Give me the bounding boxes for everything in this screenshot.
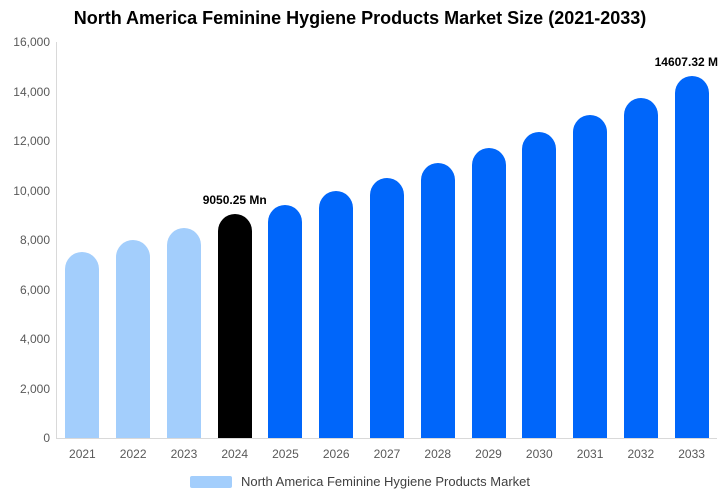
y-tick-4000: 4,000: [19, 332, 50, 346]
bar-2027[interactable]: [369, 178, 404, 438]
chart-title: North America Feminine Hygiene Products …: [73, 8, 647, 28]
bar-2028[interactable]: [420, 163, 455, 438]
bar-2026[interactable]: [319, 191, 354, 438]
y-tick-0: 0: [43, 431, 50, 445]
x-axis-labels: 2021 2022 2023 2024 2025 2026 2027 2028 2029 2030…: [57, 447, 717, 461]
y-axis-line: [56, 42, 57, 438]
plot-area: [57, 42, 717, 438]
bar-slot-2032: [615, 42, 666, 438]
bar-slot-2025: [260, 42, 311, 438]
y-tick-16000: 16,000: [13, 35, 50, 49]
bar-slot-2033: [666, 42, 717, 438]
bar-slot-2031: [565, 42, 616, 438]
y-tick-14000: 14,000: [13, 84, 50, 99]
y-tick-10000: 10,000: [13, 183, 50, 198]
bar-slot-2029: [463, 42, 514, 438]
x-label-2026: 2026: [322, 447, 350, 461]
x-label-2025: 2025: [272, 447, 299, 461]
y-tick-6000: 6,000: [19, 282, 50, 297]
bar-2022[interactable]: [116, 240, 151, 438]
y-tick-2000: 2,000: [19, 381, 50, 396]
bar-2023[interactable]: [166, 228, 201, 438]
x-label-2031: 2031: [576, 447, 604, 461]
x-label-2021: 2021: [69, 447, 96, 461]
bar-2032[interactable]: [623, 97, 658, 438]
x-label-2023: 2023: [170, 447, 198, 461]
data-label-2033: 14607.32 M: [654, 55, 718, 70]
x-label-2028: 2028: [424, 447, 452, 461]
legend[interactable]: North America Feminine Hygiene Products …: [0, 474, 720, 489]
bar-slot-2023: [159, 42, 210, 438]
bar-2025[interactable]: [268, 204, 303, 438]
legend-label: North America Feminine Hygiene Products …: [240, 474, 530, 489]
bar-2033[interactable]: [674, 76, 709, 438]
legend-swatch-icon: [189, 475, 232, 488]
bar-slot-2024: [209, 42, 260, 438]
x-axis-line: [56, 438, 717, 439]
data-label-2024: 9050.25 Mn: [202, 193, 267, 207]
x-label-2027: 2027: [373, 447, 401, 461]
bar-2030[interactable]: [522, 132, 557, 438]
bar-slot-2028: [412, 42, 463, 438]
bar-2024[interactable]: [217, 214, 252, 438]
bar-slot-2026: [311, 42, 362, 438]
x-label-2030: 2030: [525, 447, 553, 461]
x-label-2033: 2033: [678, 447, 705, 461]
x-label-2032: 2032: [627, 447, 655, 461]
bar-slot-2027: [362, 42, 413, 438]
x-label-2029: 2029: [475, 447, 502, 461]
bar-2031[interactable]: [573, 115, 608, 438]
bar-slot-2030: [514, 42, 565, 438]
y-tick-8000: 8,000: [19, 233, 50, 247]
x-label-2024: 2024: [221, 447, 249, 461]
bar-2021[interactable]: [65, 252, 100, 438]
bar-slot-2022: [108, 42, 159, 438]
bar-2029[interactable]: [471, 148, 506, 438]
y-tick-12000: 12,000: [13, 134, 50, 148]
bar-slot-2021: [57, 42, 108, 438]
x-label-2022: 2022: [119, 447, 147, 461]
